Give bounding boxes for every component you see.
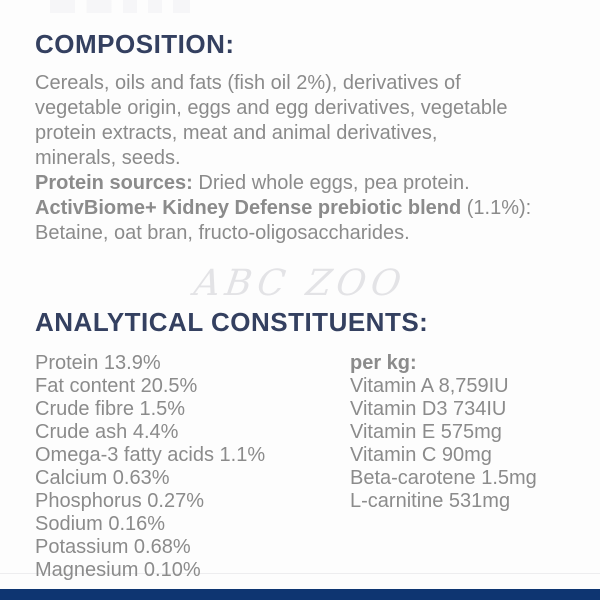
analytical-left-row: Sodium 0.16% — [35, 513, 166, 535]
composition-line: Cereals, oils and fats (fish oil 2%), de… — [35, 71, 570, 96]
composition-text-segment: minerals, seeds. — [35, 147, 181, 169]
analytical-left-row: Omega-3 fatty acids 1.1% — [35, 444, 266, 466]
composition-text: Cereals, oils and fats (fish oil 2%), de… — [35, 71, 570, 246]
composition-line: Protein sources: Dried whole eggs, pea p… — [35, 171, 570, 196]
analytical-left-row: Phosphorus 0.27% — [35, 490, 205, 512]
abc-zoo-watermark: ABC ZOO — [191, 263, 409, 304]
analytical-left-row: Calcium 0.63% — [35, 467, 170, 489]
composition-text-segment: Protein sources: — [35, 172, 193, 194]
analytical-right-row: Beta-carotene 1.5mg — [350, 467, 537, 489]
composition-line: ActivBiome+ Kidney Defense prebiotic ble… — [35, 196, 570, 221]
composition-heading: COMPOSITION: — [35, 29, 235, 59]
analytical-section: ANALYTICAL CONSTITUENTS: Protein 13.9% Fa… — [35, 308, 570, 582]
analytical-heading: ANALYTICAL CONSTITUENTS: — [35, 307, 429, 337]
analytical-right-row: L-carnitine 531mg — [350, 490, 511, 512]
composition-text-segment: Dried whole eggs, pea protein. — [192, 172, 470, 194]
composition-text-segment: ActivBiome+ Kidney Defense prebiotic ble… — [35, 197, 462, 219]
composition-text-segment: vegetable origin, eggs and egg derivativ… — [35, 97, 508, 119]
analytical-left-column: Protein 13.9% Fat content 20.5% Crude fibr… — [35, 352, 350, 582]
cropped-top-artifact — [50, 0, 190, 13]
analytical-left-row: Potassium 0.68% — [35, 536, 191, 558]
analytical-right-row: Vitamin C 90mg — [350, 444, 492, 466]
composition-text-segment: (1.1%): — [461, 197, 532, 219]
analytical-right-row: Vitamin D3 734IU — [350, 398, 507, 420]
composition-text-segment: Cereals, oils and fats (fish oil 2%), de… — [35, 72, 461, 94]
per-kg-header: per kg: — [350, 352, 417, 374]
composition-text-segment: protein extracts, meat and animal deriva… — [35, 122, 438, 144]
analytical-left-row: Fat content 20.5% — [35, 375, 198, 397]
analytical-left-row: Crude fibre 1.5% — [35, 398, 186, 420]
analytical-right-row: Vitamin E 575mg — [350, 421, 502, 443]
analytical-right-column: per kg: Vitamin A 8,759IU Vitamin D3 734I… — [350, 352, 570, 582]
composition-section: COMPOSITION: Cereals, oils and fats (fis… — [35, 30, 570, 246]
analytical-left-row: Magnesium 0.10% — [35, 559, 201, 581]
composition-text-segment: Betaine, oat bran, fructo-oligosaccharid… — [35, 222, 410, 244]
bottom-navy-bar — [0, 589, 600, 600]
composition-line: vegetable origin, eggs and egg derivativ… — [35, 96, 570, 121]
composition-line: minerals, seeds. — [35, 146, 570, 171]
composition-line: Betaine, oat bran, fructo-oligosaccharid… — [35, 221, 570, 246]
analytical-columns: Protein 13.9% Fat content 20.5% Crude fibr… — [35, 352, 570, 582]
composition-line: protein extracts, meat and animal deriva… — [35, 121, 570, 146]
analytical-left-row: Protein 13.9% — [35, 352, 161, 374]
analytical-right-row: Vitamin A 8,759IU — [350, 375, 509, 397]
analytical-left-row: Crude ash 4.4% — [35, 421, 179, 443]
faint-divider-line — [0, 573, 600, 574]
